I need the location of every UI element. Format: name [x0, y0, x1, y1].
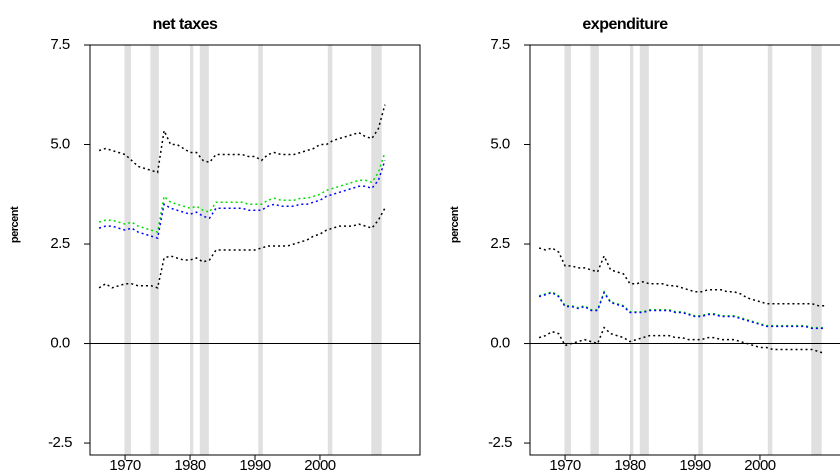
- x-tick-label: 1970: [549, 457, 581, 473]
- x-tick-label: 1990: [239, 457, 271, 473]
- chart-title: expenditure: [582, 16, 668, 33]
- y-tick-label: 0.0: [490, 335, 510, 352]
- y-tick-label: 7.5: [50, 36, 70, 53]
- series-line: [538, 290, 825, 330]
- y-tick-label: 0.0: [50, 335, 70, 352]
- recession-band: [371, 45, 382, 455]
- plot-frame: [529, 44, 840, 456]
- recession-band: [639, 45, 649, 455]
- recession-band: [124, 45, 131, 455]
- x-tick-label: 1980: [614, 457, 646, 473]
- recession-band: [199, 45, 209, 455]
- series-line: [538, 247, 825, 307]
- x-tick-label: 1970: [109, 457, 141, 473]
- series-line: [98, 104, 386, 174]
- recession-band: [327, 45, 333, 455]
- recession-band: [698, 45, 703, 455]
- recession-band: [150, 45, 159, 455]
- y-tick-label: 7.5: [490, 36, 510, 53]
- series-line: [538, 290, 825, 329]
- recession-band: [564, 45, 571, 455]
- x-tick-label: 2000: [304, 457, 336, 473]
- recession-band: [630, 45, 634, 455]
- x-tick-label: 2000: [744, 457, 776, 473]
- x-tick-label: 1980: [174, 457, 206, 473]
- x-tick-label: 1990: [679, 457, 711, 473]
- y-tick-label: -2.5: [48, 434, 72, 451]
- y-tick-label: 2.5: [490, 235, 510, 252]
- recession-band: [190, 45, 194, 455]
- chart-title: net taxes: [153, 16, 218, 33]
- series-line: [98, 207, 386, 289]
- series-line: [98, 160, 386, 240]
- series-line: [538, 326, 826, 355]
- recession-band: [767, 45, 773, 455]
- y-tick-label: 5.0: [50, 135, 70, 152]
- recession-band: [258, 45, 263, 455]
- recession-band: [811, 45, 822, 455]
- recession-band: [590, 45, 599, 455]
- series-line: [98, 152, 386, 234]
- y-tick-label: -2.5: [488, 434, 512, 451]
- y-tick-label: 2.5: [50, 235, 70, 252]
- y-tick-label: 5.0: [490, 135, 510, 152]
- y-axis-label: percent: [9, 206, 21, 243]
- y-axis-label: percent: [449, 206, 461, 243]
